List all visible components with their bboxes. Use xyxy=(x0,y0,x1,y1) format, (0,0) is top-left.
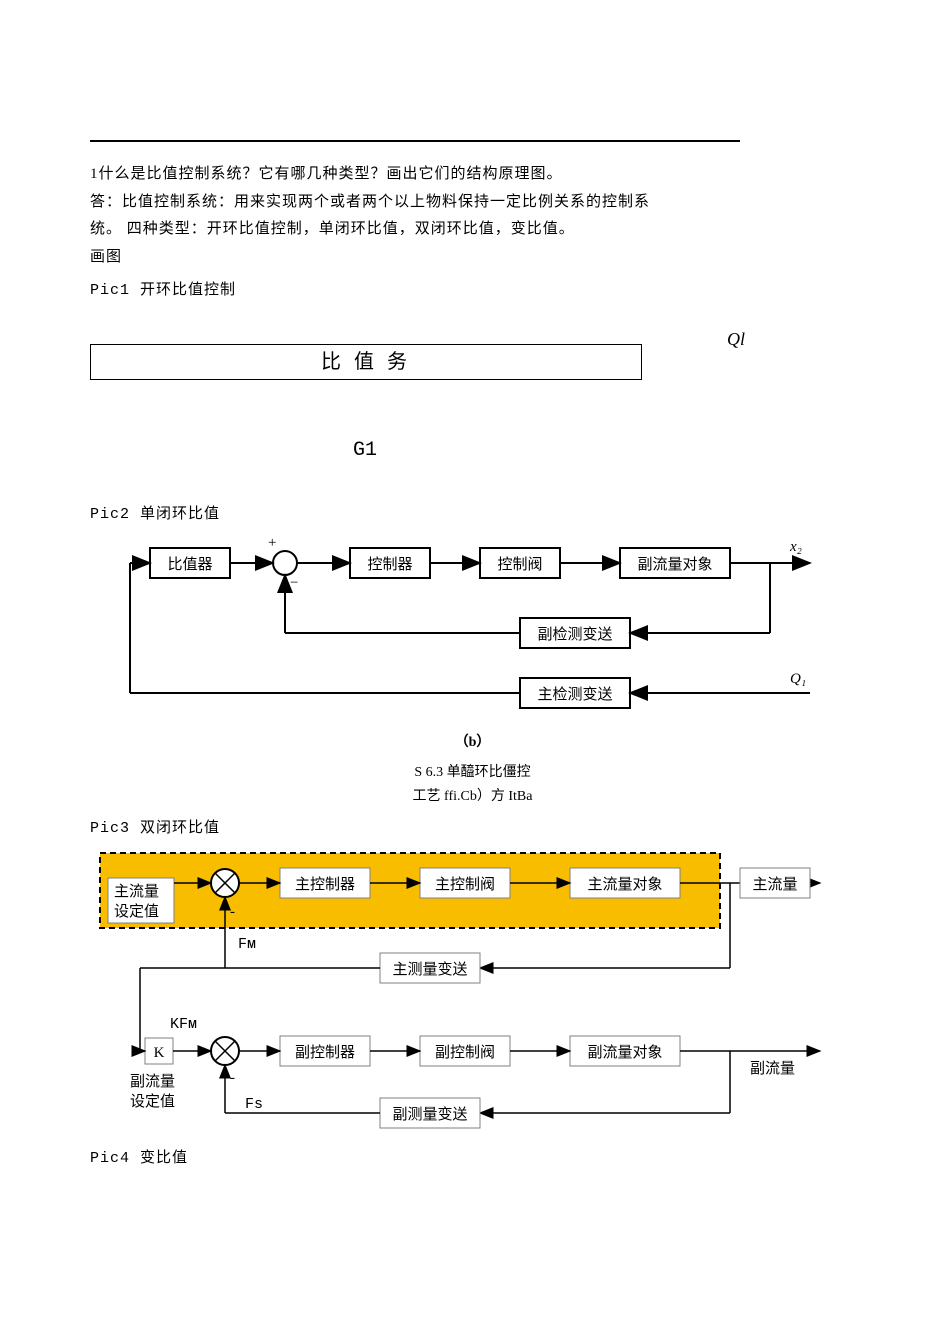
pic2-caption-1: S 6.3 单醯环比僵控 xyxy=(90,761,855,785)
svg-text:主控制器: 主控制器 xyxy=(295,876,355,893)
top-rule xyxy=(90,140,740,142)
question-1: 1什么是比值控制系统？它有哪几种类型？画出它们的结构原理图。 xyxy=(90,162,855,188)
pic2-label: Pic2 单闭环比值 xyxy=(90,502,855,528)
svg-text:主测量变送: 主测量变送 xyxy=(392,961,467,978)
controller-node: 控制器 xyxy=(350,548,430,578)
svg-text:K: K xyxy=(154,1045,165,1061)
svg-text:控制阀: 控制阀 xyxy=(497,556,542,573)
svg-text:副流量: 副流量 xyxy=(750,1060,795,1077)
svg-text:副流量对象: 副流量对象 xyxy=(637,556,712,573)
sub-detector-node: 副检测变送 xyxy=(520,618,630,648)
svg-text:副流量: 副流量 xyxy=(130,1073,175,1090)
svg-text:副流量对象: 副流量对象 xyxy=(587,1044,662,1061)
svg-text:Fs: Fs xyxy=(245,1096,263,1113)
svg-text:副测量变送: 副测量变送 xyxy=(392,1106,467,1123)
svg-text:主检测变送: 主检测变送 xyxy=(537,686,612,703)
pic1-diagram: Ql 比 值 务 G1 xyxy=(90,324,855,494)
answer-1a: 答：比值控制系统：用来实现两个或者两个以上物料保持一定比例关系的控制系 xyxy=(90,190,855,216)
svg-text:−: − xyxy=(290,575,298,591)
pic2-diagram: 比值器 + − 控制器 控制阀 副流量对象 副检测变送 主检测变送 xyxy=(90,533,850,723)
main-detector-node: 主检测变送 xyxy=(520,678,630,708)
svg-text:-: - xyxy=(230,904,235,920)
svg-text:主流量: 主流量 xyxy=(114,883,159,900)
svg-text:主流量: 主流量 xyxy=(752,876,797,893)
svg-text:-: - xyxy=(230,1070,235,1086)
svg-text:控制器: 控制器 xyxy=(367,556,412,573)
svg-text:副检测变送: 副检测变送 xyxy=(537,626,612,643)
pic3-label: Pic3 双闭环比值 xyxy=(90,816,855,842)
ql-label: Ql xyxy=(727,324,745,355)
pic2-caption-b: （b） xyxy=(90,731,855,755)
valve-node: 控制阀 xyxy=(480,548,560,578)
answer-1b: 统。 四种类型：开环比值控制，单闭环比值，双闭环比值，变比值。 xyxy=(90,217,855,243)
pic1-label: Pic1 开环比值控制 xyxy=(90,278,855,304)
pic3-diagram: 主流量 设定值 - 主控制器 主控制阀 主流量对象 主流量 主测量变送 xyxy=(90,848,870,1138)
draw-label: 画图 xyxy=(90,245,855,271)
ratio-box: 比 值 务 xyxy=(90,344,642,380)
svg-text:主流量对象: 主流量对象 xyxy=(587,876,662,893)
svg-text:比值器: 比值器 xyxy=(167,556,212,573)
svg-text:设定值: 设定值 xyxy=(130,1093,175,1110)
svg-text:主控制阀: 主控制阀 xyxy=(435,876,495,893)
svg-text:副控制阀: 副控制阀 xyxy=(435,1044,495,1061)
svg-text:Q₁: Q₁ xyxy=(790,671,806,687)
g1-label: G1 xyxy=(90,434,640,468)
svg-text:Fᴍ: Fᴍ xyxy=(238,936,256,953)
svg-text:KFᴍ: KFᴍ xyxy=(170,1016,197,1033)
svg-text:+: + xyxy=(268,535,276,551)
ratio-node: 比值器 xyxy=(150,548,230,578)
pic4-label: Pic4 变比值 xyxy=(90,1146,855,1172)
pic2-caption-2: 工艺 ffi.Cb）方 ItBa xyxy=(90,785,855,809)
svg-text:副控制器: 副控制器 xyxy=(295,1044,355,1061)
document-page: 1什么是比值控制系统？它有哪几种类型？画出它们的结构原理图。 答：比值控制系统：… xyxy=(0,0,945,1217)
svg-text:设定值: 设定值 xyxy=(114,903,159,920)
object-node: 副流量对象 xyxy=(620,548,730,578)
svg-text:x₂: x₂ xyxy=(789,539,802,555)
